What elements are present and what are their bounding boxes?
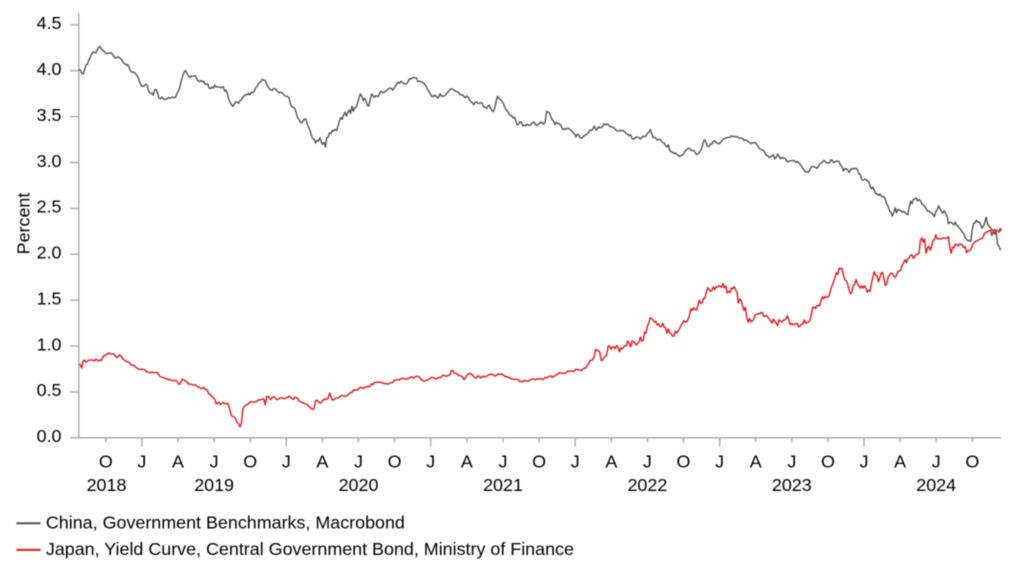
svg-text:Japan, Yield Curve, Central Go: Japan, Yield Curve, Central Government B… [46, 539, 574, 559]
svg-text:2019: 2019 [194, 475, 234, 495]
svg-text:A: A [894, 452, 906, 472]
svg-text:2023: 2023 [772, 475, 812, 495]
svg-text:J: J [354, 452, 363, 472]
svg-text:3.0: 3.0 [37, 151, 62, 171]
svg-text:4.5: 4.5 [37, 13, 62, 33]
svg-text:2.0: 2.0 [37, 243, 62, 263]
svg-text:0.5: 0.5 [37, 380, 62, 400]
svg-text:A: A [172, 452, 184, 472]
svg-text:O: O [821, 452, 835, 472]
svg-text:O: O [677, 452, 691, 472]
svg-text:2022: 2022 [627, 475, 667, 495]
svg-text:J: J [715, 452, 724, 472]
svg-text:Percent: Percent [14, 193, 34, 255]
svg-text:J: J [426, 452, 435, 472]
svg-text:2020: 2020 [339, 475, 379, 495]
svg-text:J: J [282, 452, 291, 472]
svg-text:J: J [643, 452, 652, 472]
svg-text:J: J [499, 452, 508, 472]
svg-text:A: A [316, 452, 328, 472]
svg-text:J: J [571, 452, 580, 472]
svg-text:3.5: 3.5 [37, 105, 62, 125]
svg-text:O: O [965, 452, 979, 472]
svg-text:A: A [605, 452, 617, 472]
svg-text:J: J [787, 452, 796, 472]
svg-text:O: O [243, 452, 257, 472]
svg-text:O: O [388, 452, 402, 472]
svg-text:2018: 2018 [87, 475, 127, 495]
svg-text:2024: 2024 [916, 475, 956, 495]
svg-text:J: J [210, 452, 219, 472]
svg-text:1.5: 1.5 [37, 288, 62, 308]
svg-text:0.0: 0.0 [37, 426, 62, 446]
svg-text:A: A [461, 452, 473, 472]
svg-text:China, Government Benchmarks,: China, Government Benchmarks, Macrobond [46, 513, 405, 533]
svg-text:2.5: 2.5 [37, 197, 62, 217]
svg-text:J: J [932, 452, 941, 472]
svg-text:1.0: 1.0 [37, 334, 62, 354]
svg-text:A: A [750, 452, 762, 472]
svg-text:O: O [99, 452, 113, 472]
svg-text:J: J [137, 452, 146, 472]
svg-text:J: J [860, 452, 869, 472]
svg-text:2021: 2021 [483, 475, 523, 495]
svg-text:4.0: 4.0 [37, 59, 62, 79]
svg-text:O: O [532, 452, 546, 472]
